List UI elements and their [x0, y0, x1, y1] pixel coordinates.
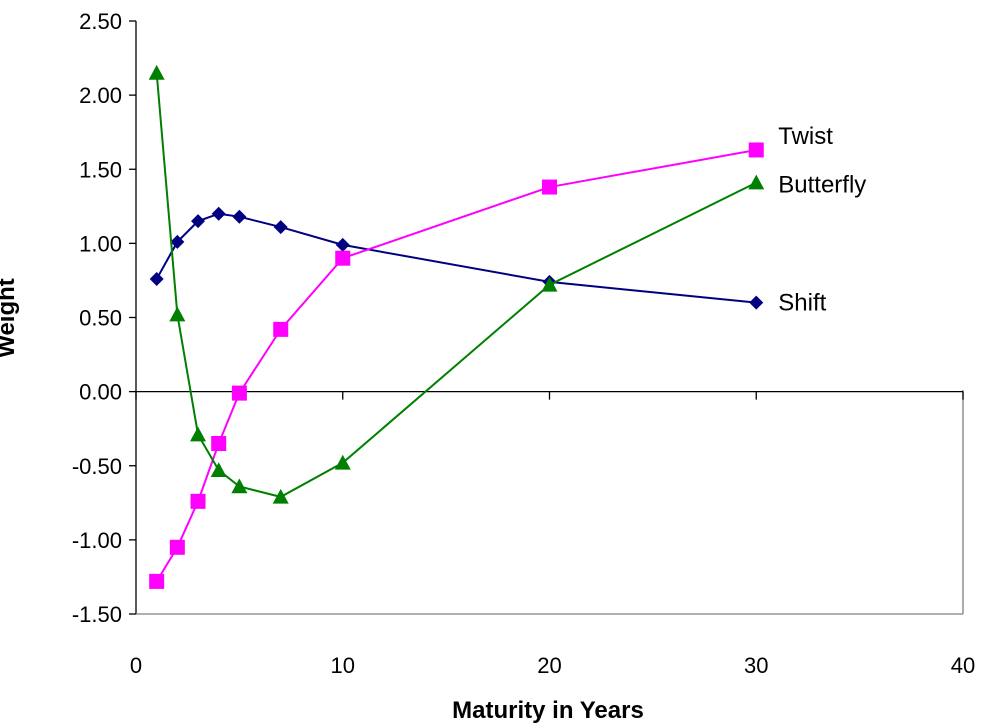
data-point-shift: [211, 206, 226, 221]
data-point-twist: [169, 539, 185, 555]
data-point-twist: [149, 573, 165, 589]
data-point-twist: [542, 179, 557, 195]
data-point-butterfly: [231, 478, 248, 494]
data-point-shift: [191, 214, 206, 229]
series-label-twist: Twist: [778, 123, 833, 150]
x-tick-label: 30: [744, 653, 768, 678]
y-tick-label: 1.00: [79, 231, 122, 256]
y-tick-label: 2.50: [79, 9, 122, 34]
y-tick-label: -1.50: [72, 602, 122, 627]
labels-layer: Shift Twist Butterfly: [778, 123, 866, 317]
data-point-butterfly: [169, 306, 186, 322]
x-tick-label: 0: [130, 653, 142, 678]
data-point-butterfly: [334, 454, 351, 470]
data-point-butterfly: [272, 488, 289, 504]
data-point-twist: [211, 436, 227, 452]
series-line-butterfly: [155, 72, 757, 498]
data-point-butterfly: [541, 276, 558, 292]
data-point-shift: [335, 237, 350, 252]
data-point-twist: [335, 250, 351, 266]
x-tick-label: 10: [331, 653, 355, 678]
y-tick-label: 2.00: [79, 83, 122, 108]
data-point-twist: [231, 385, 247, 401]
y-axis-title: Weight: [0, 278, 20, 358]
data-point-butterfly: [210, 462, 227, 477]
data-point-twist: [190, 493, 206, 509]
series-layer: [148, 64, 765, 589]
axes: 2.50 2.00 1.50 1.00 0.50 0.00 -0.50 -1.00 -1.50 0…: [72, 9, 975, 678]
series-label-butterfly: Butterfly: [778, 172, 866, 199]
x-tick-label: 20: [537, 653, 561, 678]
y-tick-label: -0.50: [72, 454, 122, 479]
data-point-shift: [749, 295, 764, 310]
y-tick-label: 0.00: [79, 380, 122, 405]
data-point-butterfly: [748, 174, 765, 190]
x-tick-label: 40: [951, 653, 975, 678]
y-tick-label: 0.50: [79, 306, 122, 331]
data-point-shift: [232, 209, 247, 224]
y-tick-label: 1.50: [79, 157, 122, 182]
y-tick-label: -1.00: [72, 528, 122, 553]
data-point-butterfly: [148, 64, 165, 80]
data-point-twist: [748, 142, 764, 158]
data-point-butterfly: [190, 426, 207, 442]
data-point-shift: [149, 271, 164, 286]
series-label-shift: Shift: [778, 290, 826, 317]
data-point-twist: [273, 321, 289, 337]
data-point-shift: [170, 234, 185, 249]
data-point-shift: [273, 220, 288, 235]
x-axis-title: Maturity in Years: [452, 697, 644, 724]
